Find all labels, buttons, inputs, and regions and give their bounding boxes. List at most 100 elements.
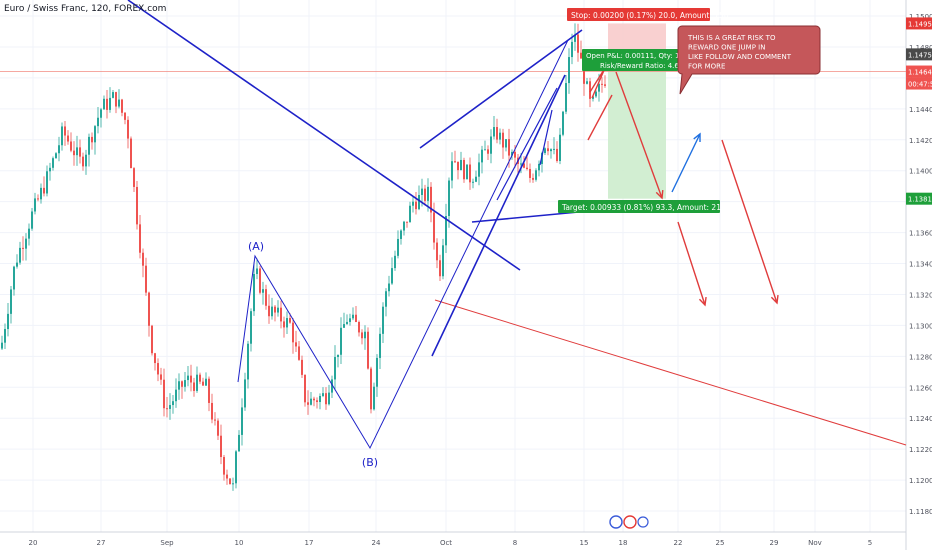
current-price-tag: 1.14641: [906, 65, 932, 78]
candle-body: [382, 306, 384, 334]
red-mini-line[interactable]: [587, 94, 613, 141]
candle-body: [91, 136, 93, 143]
wedge-upper-line[interactable]: [419, 29, 583, 149]
candle-body: [307, 402, 309, 405]
candle-body: [493, 127, 495, 137]
candle-body: [433, 212, 435, 243]
x-tick-label: 8: [513, 539, 517, 547]
event-count-icon[interactable]: [637, 516, 649, 528]
elliott-wave-path[interactable]: [237, 39, 569, 450]
candle-body: [262, 289, 264, 293]
candle-body: [31, 211, 33, 229]
x-tick-label: 27: [97, 539, 106, 547]
red-down-arrow-3[interactable]: [721, 139, 779, 305]
event-icons[interactable]: [609, 515, 649, 529]
x-tick-label: 5: [868, 539, 872, 547]
blue-up-arrow-head: [693, 132, 701, 143]
red-down-arrow-3-shaft: [721, 139, 778, 304]
candle-body: [157, 363, 159, 375]
candle-body: [217, 420, 219, 436]
red-down-arrow-2[interactable]: [677, 221, 707, 307]
candle-body: [178, 381, 180, 390]
candle-body: [166, 408, 168, 410]
candle-body: [136, 186, 138, 225]
candle-body: [349, 318, 351, 322]
x-tick-label: 18: [619, 539, 628, 547]
candle-body: [481, 149, 483, 163]
candle-body: [292, 322, 294, 343]
countdown-tag: 00:47:51: [906, 77, 932, 90]
candle-body: [550, 149, 552, 152]
red-mini-wedge[interactable]: [589, 67, 606, 99]
candle-body: [406, 221, 408, 223]
candle-body: [535, 170, 537, 180]
stop-price-tag: 1.14952: [906, 17, 932, 30]
candle-body: [1, 342, 3, 349]
red-down-arrow-1[interactable]: [615, 71, 664, 200]
candle-body: [589, 81, 591, 99]
candle-body: [220, 435, 222, 458]
candle-body: [445, 215, 447, 246]
flag-event-icon[interactable]: [623, 515, 637, 529]
candle-body: [142, 252, 144, 266]
candle-body: [439, 260, 441, 277]
candle-body: [238, 434, 240, 452]
candle-body: [112, 92, 114, 98]
y-tick-label: 1.13200: [909, 291, 932, 299]
candle-body: [154, 353, 156, 364]
candle-body: [13, 266, 15, 290]
candle-body: [457, 161, 459, 171]
candle-body: [283, 321, 285, 328]
candle-body: [43, 187, 45, 194]
blue-up-arrow-shaft: [671, 133, 701, 193]
red-down-arrow-2-shaft: [677, 221, 706, 306]
candle-body: [124, 112, 126, 120]
candle-body: [85, 154, 87, 167]
candle-body: [274, 306, 276, 313]
candle-body: [121, 99, 123, 113]
candle-body: [580, 52, 582, 59]
candle-body: [340, 327, 342, 355]
blue-up-arrow[interactable]: [671, 132, 701, 193]
candle-body: [67, 135, 69, 142]
take-profit-zone: [608, 54, 666, 199]
candle-body: [595, 91, 597, 97]
candle-body: [73, 150, 75, 156]
candle-body: [601, 83, 603, 85]
candle-body: [379, 333, 381, 358]
red-down-arrow-1-head: [655, 189, 664, 200]
candle-body: [235, 451, 237, 484]
candle-body: [319, 396, 321, 403]
annotation-note[interactable]: THIS IS A GREAT RISK TO REWARD ONE JUMP I…: [677, 25, 821, 95]
candle-body: [523, 163, 525, 168]
candle-body: [202, 381, 204, 386]
inner-arrow-line[interactable]: [539, 109, 553, 166]
annotation-bubble: [677, 25, 821, 95]
candle-body: [538, 163, 540, 171]
candle-body: [559, 134, 561, 161]
candle-body: [103, 98, 105, 110]
economic-event-icon[interactable]: [609, 515, 623, 529]
wedge-lower-line[interactable]: [431, 74, 566, 357]
annotation-text: THIS IS A GREAT RISK TO REWARD ONE JUMP I…: [687, 34, 792, 71]
risk-reward-text: Risk/Reward Ratio: 4.67: [600, 62, 683, 70]
candle-body: [496, 127, 498, 140]
descending-trendline[interactable]: [127, 0, 521, 271]
candle-body: [232, 483, 234, 485]
candle-body: [19, 247, 21, 263]
x-tick-label: 25: [716, 539, 725, 547]
inner-channel-line[interactable]: [496, 87, 558, 201]
current-price-tag-bg: [906, 65, 932, 78]
y-tick-label: 1.13400: [909, 261, 932, 269]
candle-body: [181, 381, 183, 387]
candle-body: [328, 392, 330, 405]
candle-body: [424, 188, 426, 201]
candle-body: [553, 148, 555, 150]
candle-body: [34, 198, 36, 212]
candle-body: [199, 374, 201, 382]
candle-body: [130, 138, 132, 169]
red-support-line[interactable]: [434, 299, 907, 446]
candle-body: [295, 342, 297, 347]
